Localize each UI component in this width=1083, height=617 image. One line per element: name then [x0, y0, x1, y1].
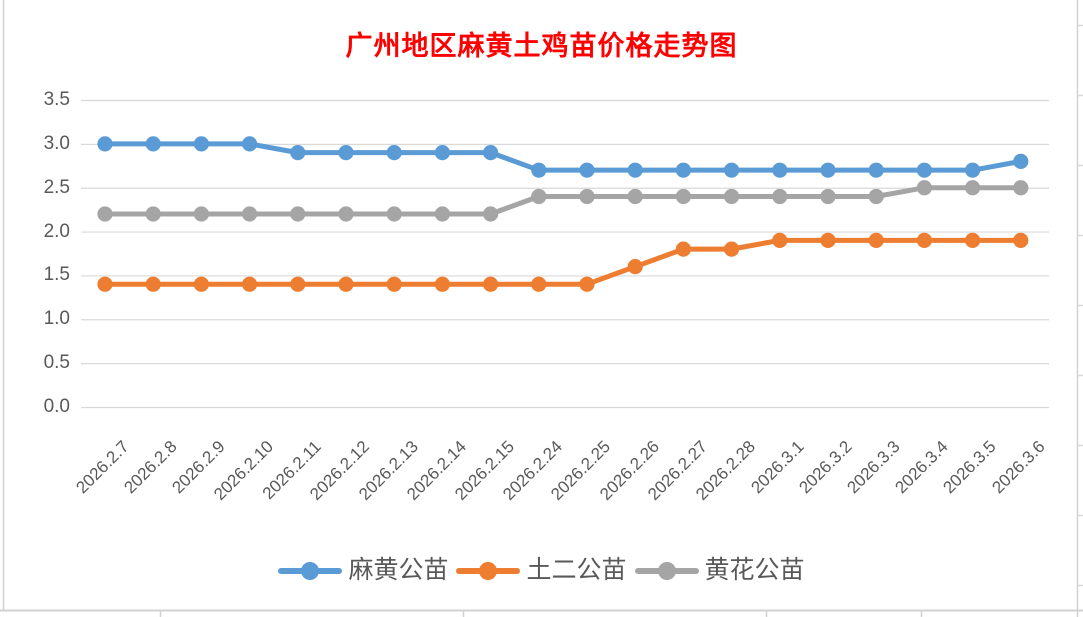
series-huanghua-marker	[338, 206, 354, 222]
legend-dot	[657, 562, 676, 580]
legend-item-series-huanghua: 黄花公苗	[634, 552, 805, 590]
series-huanghua-marker	[579, 188, 595, 205]
series-huanghua-marker	[386, 206, 402, 222]
series-mahuang-line	[105, 141, 1022, 173]
series-mahuang-marker	[868, 162, 884, 178]
chart-title: 广州地区麻黄土鸡苗价格走势图	[345, 31, 738, 61]
series-tuer-marker	[579, 276, 595, 292]
series-mahuang-marker	[145, 136, 161, 152]
series-mahuang-marker	[772, 162, 788, 178]
y-tick-label: 3.0	[43, 132, 70, 154]
series-mahuang-marker	[386, 145, 402, 161]
series-tuer-marker	[627, 259, 643, 275]
series-huanghua-marker	[193, 206, 209, 222]
series-huanghua-marker	[965, 180, 981, 196]
series-tuer-marker	[483, 276, 499, 292]
series-huanghua-marker	[724, 188, 740, 205]
legend-label: 土二公苗	[526, 557, 627, 584]
series-tuer-marker	[434, 276, 450, 292]
series-tuer-marker	[675, 241, 692, 257]
series-tuer-marker	[772, 232, 788, 248]
series-tuer-marker	[386, 276, 402, 292]
series-huanghua-marker	[1013, 180, 1029, 196]
series-mahuang-marker	[483, 145, 499, 161]
series-mahuang-marker	[338, 145, 354, 161]
series-huanghua-marker	[483, 206, 499, 222]
series-huanghua-marker	[772, 188, 788, 205]
series-mahuang-marker	[1013, 153, 1029, 169]
y-tick-label: 1.0	[43, 308, 70, 330]
series-huanghua-marker	[675, 188, 692, 205]
series-mahuang-marker	[965, 162, 981, 178]
line-marker-icon	[278, 562, 343, 580]
series-mahuang-marker	[242, 136, 258, 152]
series-mahuang-marker	[820, 162, 836, 178]
y-tick-label: 0.5	[43, 352, 70, 374]
series-tuer-marker	[338, 276, 354, 292]
series-tuer-marker	[868, 232, 884, 248]
series-tuer-marker	[820, 232, 836, 248]
line-marker-icon	[634, 562, 699, 580]
series-tuer-line	[105, 237, 1021, 287]
series-huanghua-line	[105, 185, 1021, 217]
series-tuer-marker	[965, 232, 981, 248]
series-mahuang-marker	[97, 136, 113, 152]
legend-label: 麻黄公苗	[348, 557, 449, 584]
series-mahuang-marker	[193, 136, 209, 152]
series-mahuang-marker	[434, 145, 450, 161]
y-tick-label: 1.5	[43, 264, 70, 286]
series-tuer-marker	[531, 276, 547, 292]
series-huanghua-marker	[434, 206, 450, 222]
series-tuer-marker	[724, 241, 740, 257]
series-tuer-marker	[1013, 232, 1029, 248]
series-mahuang-marker	[675, 162, 692, 178]
y-tick-label: 2.5	[43, 176, 70, 198]
legend: 麻黄公苗 土二公苗 黄花公苗	[0, 552, 1083, 590]
legend-item-series-mahuang: 麻黄公苗	[278, 552, 448, 590]
series-mahuang-marker	[724, 162, 740, 178]
y-tick-label: 0.0	[43, 396, 70, 417]
series-mahuang-marker	[579, 162, 595, 178]
y-tick-label: 3.5	[43, 89, 70, 110]
series-mahuang-marker	[531, 162, 547, 178]
series-huanghua-marker	[290, 206, 306, 222]
series-tuer-marker	[145, 276, 161, 292]
series-huanghua-marker	[627, 188, 643, 205]
series-huanghua-marker	[97, 206, 113, 222]
series-mahuang-marker	[627, 162, 643, 178]
series-mahuang-marker	[290, 145, 306, 161]
series-tuer-marker	[916, 232, 933, 248]
series-huanghua-marker	[242, 206, 258, 222]
series-huanghua-marker	[531, 188, 547, 205]
series-tuer-marker	[290, 276, 306, 292]
series-mahuang-marker	[916, 162, 933, 178]
series-tuer-marker	[242, 276, 258, 292]
series-huanghua-marker	[868, 188, 884, 205]
legend-label: 黄花公苗	[704, 557, 805, 584]
y-tick-label: 2.0	[43, 220, 70, 242]
legend-dot	[301, 562, 320, 580]
series-tuer-marker	[97, 276, 113, 292]
series-tuer-marker	[193, 276, 209, 292]
series-huanghua-marker	[145, 206, 161, 222]
legend-dot	[479, 562, 498, 580]
series-huanghua-marker	[820, 188, 836, 205]
legend-item-series-tuer: 土二公苗	[456, 552, 627, 590]
line-marker-icon	[456, 562, 521, 580]
series-huanghua-marker	[916, 180, 933, 196]
